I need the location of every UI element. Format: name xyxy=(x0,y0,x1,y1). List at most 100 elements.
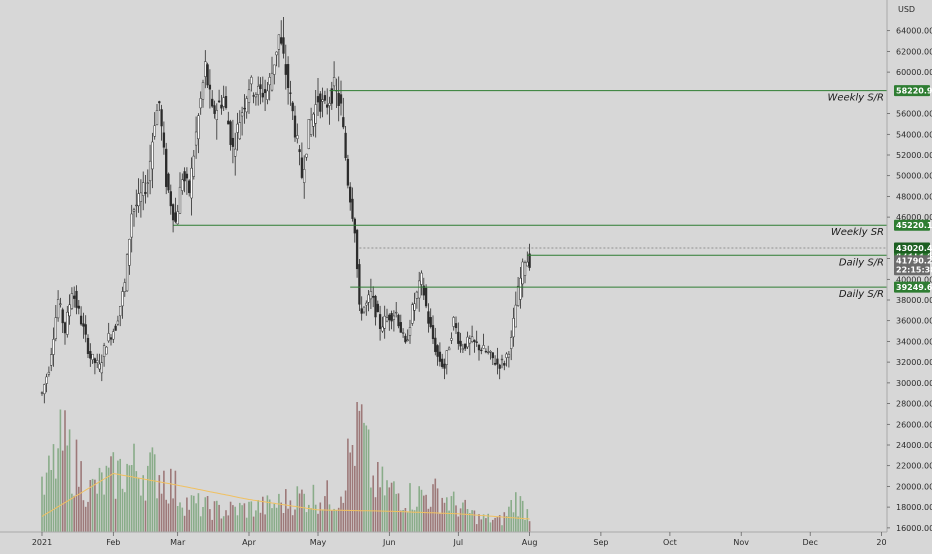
volume-bar xyxy=(383,495,386,532)
volume-bar xyxy=(289,500,292,532)
sr-level-label: Weekly SR xyxy=(831,227,884,238)
price-tag-text: 58220.92 xyxy=(896,86,932,95)
price-tag: 41790.2022:15:38 xyxy=(894,255,932,276)
volume-bar xyxy=(354,465,356,532)
price-tag-box xyxy=(894,85,930,97)
candle-body xyxy=(519,277,522,300)
candle-body xyxy=(413,303,416,311)
volume-bar xyxy=(61,450,64,532)
candle-body xyxy=(367,294,370,303)
volume-bar xyxy=(133,443,135,532)
y-tick-label: 22000.00 xyxy=(896,462,932,471)
candle-body xyxy=(153,125,156,137)
candle-layer xyxy=(40,17,531,404)
volume-bar xyxy=(110,456,112,532)
x-tick-label: Dec xyxy=(802,538,817,547)
candle-body xyxy=(305,153,308,158)
volume-bar xyxy=(441,497,443,532)
candle-body xyxy=(185,173,189,179)
candle-body xyxy=(112,331,115,340)
volume-bar xyxy=(436,488,439,532)
volume-bar xyxy=(250,501,253,532)
volume-bar xyxy=(294,509,296,532)
candle-body xyxy=(215,110,218,120)
candle-body xyxy=(418,280,421,299)
candle-body xyxy=(114,325,117,331)
candle-body xyxy=(372,295,375,298)
volume-bar xyxy=(521,500,524,532)
volume-bar xyxy=(142,475,144,532)
candle-body xyxy=(139,192,143,202)
x-tick-label: Sep xyxy=(593,538,608,547)
volume-bar xyxy=(128,465,131,532)
volume-bar xyxy=(172,498,174,532)
candle-body xyxy=(243,107,246,110)
volume-layer xyxy=(41,402,531,532)
volume-bar xyxy=(195,503,197,532)
volume-bar xyxy=(234,506,236,532)
volume-bar xyxy=(156,498,158,532)
candle-body xyxy=(174,212,177,222)
candle-body xyxy=(50,354,53,366)
candle-body xyxy=(362,306,366,313)
candle-body xyxy=(270,72,274,91)
y-tick-label: 40000.00 xyxy=(896,275,932,284)
volume-bar xyxy=(101,472,103,532)
candle-body xyxy=(376,303,379,313)
volume-bar xyxy=(241,505,243,532)
volume-bar xyxy=(496,516,499,532)
volume-bar xyxy=(420,489,423,532)
volume-bar xyxy=(137,477,140,532)
volume-bar xyxy=(259,512,262,532)
candle-body xyxy=(45,376,48,384)
candle-body xyxy=(277,34,281,50)
volume-bar xyxy=(528,521,531,532)
candle-body xyxy=(109,337,113,340)
candle-body xyxy=(507,353,511,358)
sr-level-label: Daily S/R xyxy=(839,289,884,300)
candle-body xyxy=(211,98,214,107)
candle-body xyxy=(383,315,386,329)
x-tick-label: 2021 xyxy=(32,538,52,547)
volume-bar xyxy=(140,495,142,532)
volume-bar xyxy=(416,506,418,532)
volume-bar xyxy=(301,489,303,532)
candle-body xyxy=(291,102,294,112)
volume-bar xyxy=(80,461,82,532)
candle-body xyxy=(445,350,448,365)
candle-body xyxy=(390,313,393,322)
volume-bar xyxy=(494,517,496,532)
volume-bar xyxy=(473,510,476,532)
volume-bar xyxy=(50,470,52,532)
volume-bar xyxy=(197,493,200,532)
volume-bar xyxy=(503,512,506,532)
candle-body xyxy=(137,193,140,207)
candle-body xyxy=(303,169,306,183)
candle-body xyxy=(434,337,437,352)
volume-bar xyxy=(471,510,473,532)
candle-body xyxy=(342,117,345,128)
candle-body xyxy=(491,352,494,359)
volume-bar xyxy=(130,465,133,532)
candle-body xyxy=(162,132,166,148)
price-tag-text: 43020.44 xyxy=(896,244,932,253)
volume-bar xyxy=(310,508,312,532)
volume-bar xyxy=(464,499,466,532)
candle-body xyxy=(441,358,444,367)
candle-body xyxy=(429,317,432,328)
volume-bar xyxy=(409,483,411,532)
y-tick-label: 30000.00 xyxy=(896,379,932,388)
candle-body xyxy=(266,90,269,100)
countdown-text: 22:15:38 xyxy=(896,266,932,275)
volume-bar xyxy=(296,486,299,532)
volume-bar xyxy=(257,500,259,532)
candle-body xyxy=(176,211,179,225)
volume-bar xyxy=(452,491,455,532)
candle-body xyxy=(473,339,476,343)
axis-layer[interactable]: USD 16000.00 18000.00 20000.00 22000.00 24000… xyxy=(32,5,932,547)
volume-bar xyxy=(193,495,195,532)
candle-body xyxy=(438,351,442,362)
volume-bar xyxy=(209,509,211,532)
